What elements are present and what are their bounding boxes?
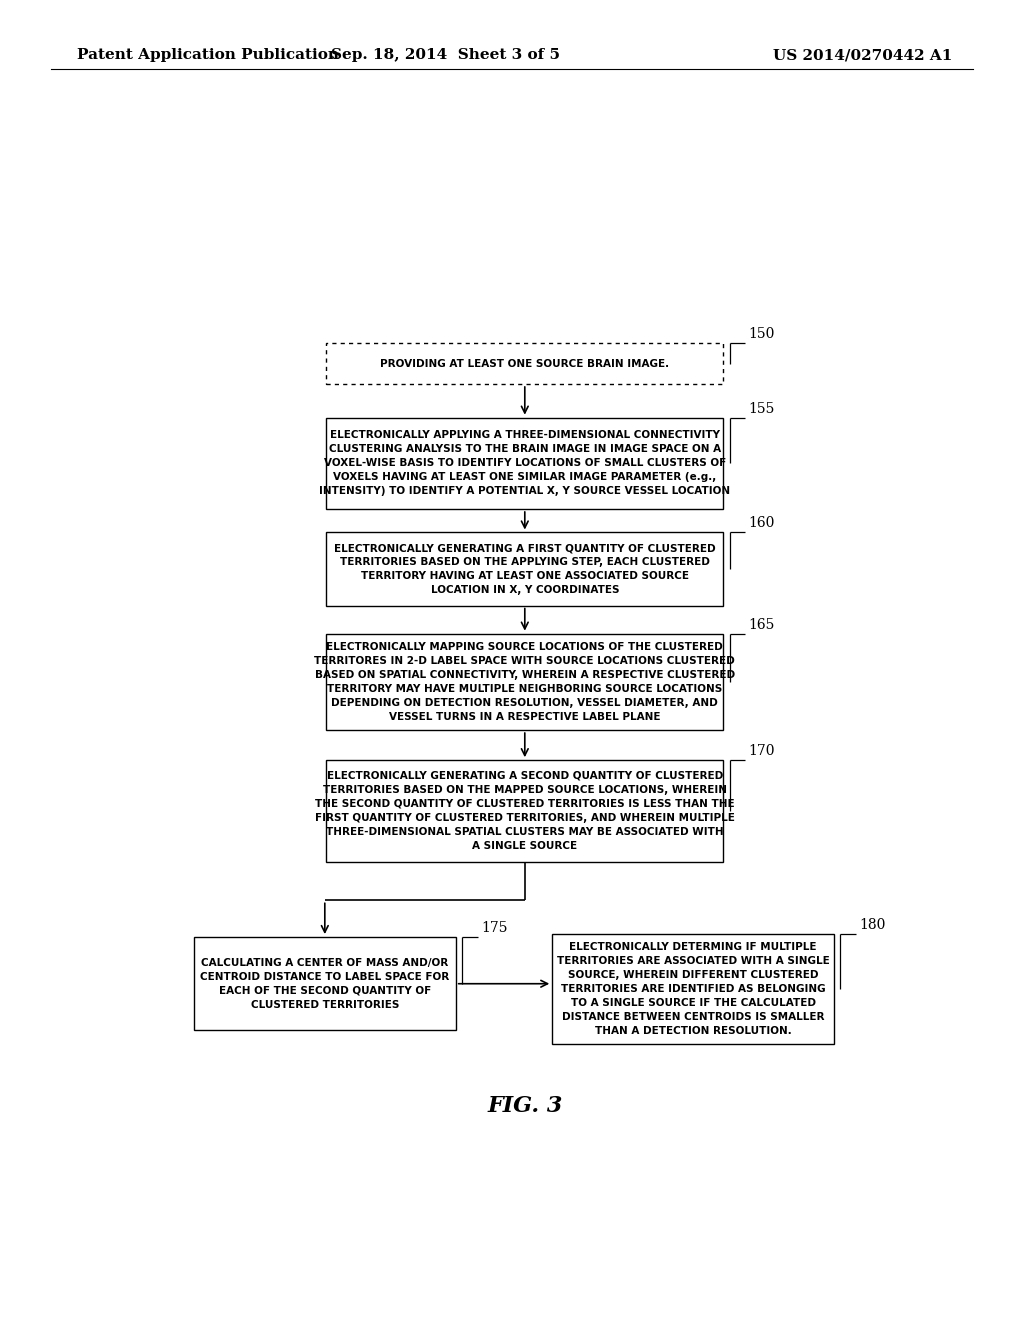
Text: 150: 150 (749, 327, 775, 342)
Text: 155: 155 (749, 401, 775, 416)
Bar (194, 937, 456, 1031)
Bar (327, 634, 723, 730)
Bar (327, 760, 723, 862)
Text: Sep. 18, 2014  Sheet 3 of 5: Sep. 18, 2014 Sheet 3 of 5 (331, 49, 560, 62)
Text: ELECTRONICALLY DETERMING IF MULTIPLE
TERRITORIES ARE ASSOCIATED WITH A SINGLE
SO: ELECTRONICALLY DETERMING IF MULTIPLE TER… (557, 941, 829, 1036)
Text: ELECTRONICALLY APPLYING A THREE-DIMENSIONAL CONNECTIVITY
CLUSTERING ANALYSIS TO : ELECTRONICALLY APPLYING A THREE-DIMENSIO… (319, 430, 730, 496)
Bar (327, 343, 723, 384)
Text: ELECTRONICALLY GENERATING A FIRST QUANTITY OF CLUSTERED
TERRITORIES BASED ON THE: ELECTRONICALLY GENERATING A FIRST QUANTI… (334, 543, 716, 595)
Text: Patent Application Publication: Patent Application Publication (77, 49, 339, 62)
Text: 170: 170 (749, 744, 775, 758)
Text: FIG. 3: FIG. 3 (487, 1094, 562, 1117)
Text: 160: 160 (749, 516, 775, 531)
Bar (327, 417, 723, 510)
Text: US 2014/0270442 A1: US 2014/0270442 A1 (773, 49, 952, 62)
Text: ELECTRONICALLY GENERATING A SECOND QUANTITY OF CLUSTERED
TERRITORIES BASED ON TH: ELECTRONICALLY GENERATING A SECOND QUANT… (314, 771, 735, 851)
Text: ELECTRONICALLY MAPPING SOURCE LOCATIONS OF THE CLUSTERED
TERRITORES IN 2-D LABEL: ELECTRONICALLY MAPPING SOURCE LOCATIONS … (314, 642, 735, 722)
Text: 165: 165 (749, 618, 775, 631)
Bar (327, 532, 723, 606)
Text: 175: 175 (481, 921, 508, 935)
Text: 180: 180 (859, 917, 886, 932)
Text: CALCULATING A CENTER OF MASS AND/OR
CENTROID DISTANCE TO LABEL SPACE FOR
EACH OF: CALCULATING A CENTER OF MASS AND/OR CENT… (200, 958, 450, 1010)
Text: PROVIDING AT LEAST ONE SOURCE BRAIN IMAGE.: PROVIDING AT LEAST ONE SOURCE BRAIN IMAG… (380, 359, 670, 368)
Bar (552, 935, 834, 1044)
